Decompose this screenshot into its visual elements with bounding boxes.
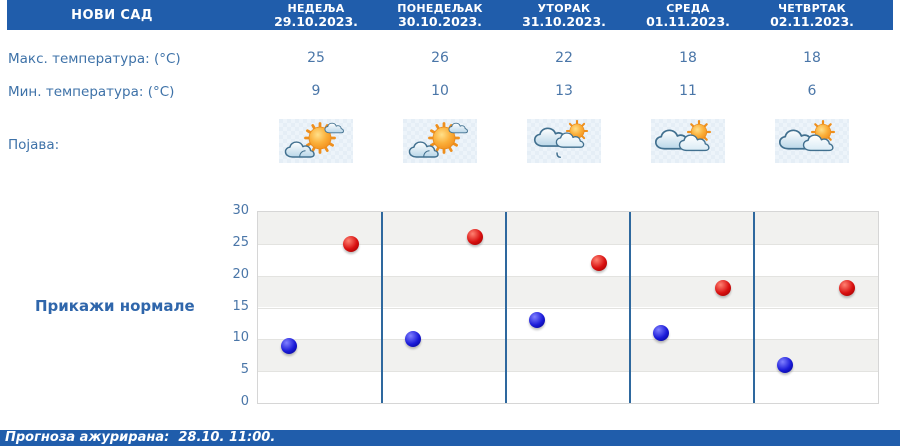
y-axis-tick-label: 20 [232,266,249,282]
clouds-with-sun-icon [778,119,836,152]
max-temp-value: 25 [307,50,325,66]
day-date: 31.10.2023. [522,14,606,29]
y-axis-tick-label: 5 [240,362,249,378]
y-axis-tick-label: 30 [232,203,249,218]
y-axis-tick-label: 0 [240,394,249,409]
chart-gridline [258,339,878,341]
max-temp-label: Макс. температура: (°C) [8,51,181,67]
appearance-label: Појава: [8,137,60,153]
max-temp-dot [839,280,855,297]
day-header: ПОНЕДЕЉАК 30.10.2023. [378,2,502,28]
day-date: 01.11.2023. [646,14,730,29]
day-name: УТОРАК [537,2,591,15]
sun-with-clouds-icon [408,122,468,158]
chart-gridline [258,371,878,373]
max-temp-value: 18 [803,50,821,66]
min-temp-dot [405,331,421,348]
day-header: УТОРАК 31.10.2023. [502,2,626,28]
chart-band [258,212,878,244]
max-temp-value: 22 [555,50,573,66]
y-axis-tick-label: 10 [232,330,249,346]
city-name: НОВИ САД [71,8,153,23]
min-temp-dot [529,312,545,329]
y-axis-tick-label: 25 [232,234,249,250]
chart-gridline [258,243,878,245]
min-temp-label: Мин. температура: (°C) [8,84,175,100]
temperature-chart [257,211,879,404]
header-bar: НОВИ САД НЕДЕЉА 29.10.2023. ПОНЕДЕЉАК 30.10… [7,0,893,30]
min-temp-value: 13 [555,83,573,99]
day-name: НЕДЕЉА [287,2,345,15]
min-temp-value: 11 [679,83,697,99]
chart-gridline [258,275,878,277]
weather-icon-cell [403,119,477,163]
min-temp-value: 10 [431,83,449,99]
weather-icon-cell [279,119,353,163]
max-temp-dot [343,235,359,252]
clouds-sun-drizzle-icon [533,119,589,158]
weather-icon-cell [775,119,849,163]
show-normals-button[interactable]: Прикажи нормале [35,297,195,315]
day-header: СРЕДА 01.11.2023. [626,2,750,28]
day-name: ЧЕТВРТАК [778,2,846,15]
min-temp-dot [281,337,297,354]
day-name: ПОНЕДЕЉАК [397,2,483,15]
min-temp-value: 6 [807,83,817,99]
weather-icon-cell [651,119,725,163]
day-name: СРЕДА [666,2,710,15]
max-temp-dot [591,254,607,271]
day-date: 30.10.2023. [398,14,482,29]
max-temp-value: 26 [431,50,449,66]
chart-day-divider [753,212,755,403]
max-temp-value: 18 [679,50,697,66]
chart-band [258,275,878,308]
chart-day-divider [381,212,383,403]
chart-day-divider [505,212,507,403]
clouds-with-sun-icon [654,119,712,152]
weather-icon-cell [527,119,601,163]
max-temp-dot [715,280,731,297]
max-temp-dot [467,229,483,246]
min-temp-dot [653,324,669,341]
min-temp-dot [777,356,793,373]
day-header: ЧЕТВРТАК 02.11.2023. [750,2,874,28]
chart-gridline [258,307,878,309]
day-date: 02.11.2023. [770,14,854,29]
day-date: 29.10.2023. [274,14,358,29]
day-header: НЕДЕЉА 29.10.2023. [254,2,378,28]
y-axis-tick-label: 15 [232,298,249,314]
min-temp-value: 9 [311,83,321,99]
footer-bar: Прогноза ажурирана: 28.10. 11:00. [0,430,900,446]
sun-with-clouds-icon [284,122,344,158]
chart-day-divider [629,212,631,403]
forecast-updated-text: Прогноза ажурирана: 28.10. 11:00. [5,430,276,445]
chart-band [258,339,878,372]
